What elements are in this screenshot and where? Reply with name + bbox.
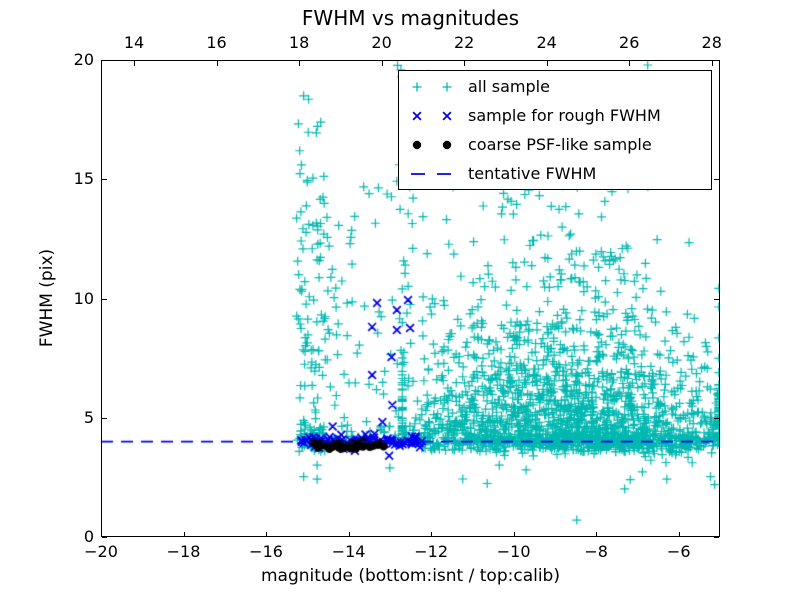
y-tick-right bbox=[714, 298, 719, 300]
x-tick-bottom bbox=[266, 532, 268, 537]
x-tick-label-top: 24 bbox=[536, 33, 557, 52]
legend-item-2: coarse PSF-like sample bbox=[399, 130, 711, 159]
x-tick-top bbox=[381, 61, 383, 66]
x-tick-label-top: 28 bbox=[701, 33, 722, 52]
x-tick-label-top: 26 bbox=[619, 33, 640, 52]
x-tick-bottom bbox=[183, 532, 185, 537]
x-tick-top bbox=[711, 61, 713, 66]
x-tick-bottom bbox=[596, 532, 598, 537]
legend-item-3: tentative FWHM bbox=[399, 159, 711, 188]
y-tick-left bbox=[102, 60, 107, 61]
x-tick-label-bottom: −6 bbox=[666, 542, 691, 561]
x-tick-top bbox=[134, 61, 135, 66]
y-tick-left bbox=[102, 417, 107, 419]
dash-marker-icon bbox=[411, 172, 451, 175]
x-tick-label-bottom: −16 bbox=[249, 542, 283, 561]
legend-label: all sample bbox=[468, 76, 550, 96]
y-tick-label: 15 bbox=[73, 169, 94, 189]
x-tick-label-top: 14 bbox=[123, 33, 145, 52]
x-tick-label-top: 20 bbox=[371, 33, 392, 52]
y-tick-left bbox=[102, 537, 107, 538]
legend-item-1: sample for rough FWHM bbox=[399, 101, 711, 130]
x-tick-label-bottom: −12 bbox=[414, 542, 448, 561]
x-tick-label-bottom: −8 bbox=[584, 542, 608, 561]
y-tick-label: 10 bbox=[73, 288, 94, 308]
x-tick-bottom bbox=[348, 532, 350, 537]
legend-item-0: all sample bbox=[399, 72, 711, 101]
legend: all sample sample for rough FWHM coarse PS… bbox=[398, 70, 712, 190]
y-tick-right bbox=[714, 60, 719, 61]
y-tick-right bbox=[714, 179, 719, 181]
y-tick-right bbox=[714, 537, 719, 538]
x-tick-label-bottom: −10 bbox=[496, 542, 531, 561]
chart-title: FWHM vs magnitudes bbox=[301, 6, 520, 30]
x-tick-top bbox=[299, 61, 301, 66]
y-tick-label: 20 bbox=[73, 50, 94, 69]
x-tick-label-top: 18 bbox=[288, 33, 310, 52]
legend-label: tentative FWHM bbox=[468, 163, 597, 183]
legend-label: coarse PSF-like sample bbox=[468, 134, 652, 154]
x-axis-label: magnitude (bottom:isnt / top:calib) bbox=[261, 566, 560, 586]
y-tick-left bbox=[102, 179, 107, 181]
x-tick-label-bottom: −20 bbox=[84, 542, 118, 561]
x-tick-label-top: 16 bbox=[206, 33, 227, 52]
plot-area-border bbox=[101, 60, 720, 537]
x-tick-label-bottom: −18 bbox=[166, 542, 201, 561]
x-tick-label-bottom: −14 bbox=[331, 542, 366, 561]
x-tick-top bbox=[629, 61, 631, 66]
x-marker-icon bbox=[412, 110, 452, 121]
dot-marker-icon bbox=[412, 140, 452, 149]
x-tick-top bbox=[546, 61, 548, 66]
x-tick-top bbox=[216, 61, 218, 66]
plus-marker-icon bbox=[412, 82, 452, 91]
x-tick-label-top: 22 bbox=[453, 33, 475, 52]
x-tick-bottom bbox=[513, 532, 515, 537]
x-tick-top bbox=[464, 61, 466, 66]
x-tick-bottom bbox=[431, 532, 433, 537]
legend-label: sample for rough FWHM bbox=[468, 105, 661, 125]
y-tick-left bbox=[102, 298, 107, 300]
y-tick-label: 5 bbox=[83, 407, 94, 427]
x-tick-bottom bbox=[678, 532, 680, 537]
y-tick-label: 0 bbox=[83, 527, 94, 546]
x-tick-bottom bbox=[101, 532, 102, 537]
y-tick-right bbox=[714, 417, 719, 419]
